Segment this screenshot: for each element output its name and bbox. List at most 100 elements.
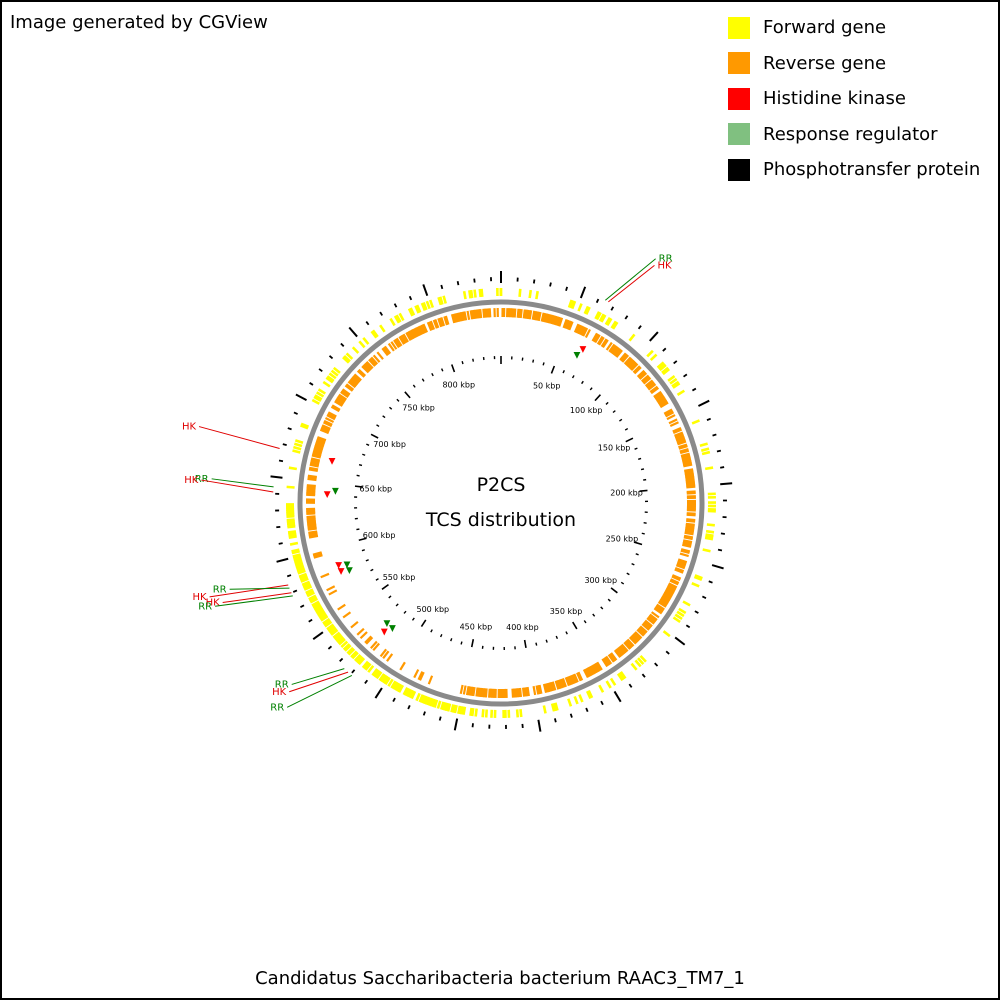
forward-gene-mark <box>327 624 336 632</box>
reverse-gene-mark <box>398 335 406 345</box>
forward-gene-mark <box>705 534 714 539</box>
outer-minor-tick <box>328 355 334 360</box>
reverse-gene-mark <box>686 490 696 494</box>
forward-gene-mark <box>287 525 296 529</box>
forward-gene-mark <box>450 704 455 713</box>
reverse-gene-mark <box>444 315 450 325</box>
outer-major-tick <box>374 687 383 699</box>
reverse-gene-mark <box>677 558 688 564</box>
reverse-gene-mark <box>657 601 667 608</box>
forward-gene-mark <box>672 382 681 389</box>
reverse-gene-mark <box>675 435 685 442</box>
reverse-gene-mark <box>560 678 566 688</box>
reverse-gene-mark <box>356 369 366 378</box>
reverse-gene-mark <box>630 363 639 372</box>
forward-gene-mark <box>311 398 320 405</box>
forward-gene-mark <box>344 644 352 652</box>
reverse-gene-mark <box>362 364 371 373</box>
reverse-gene-mark <box>573 673 579 683</box>
forward-gene-mark <box>342 643 351 651</box>
reverse-gene-mark <box>381 347 389 357</box>
reverse-gene-mark <box>467 686 472 696</box>
forward-gene-mark <box>371 329 379 338</box>
reverse-gene-mark <box>654 393 664 401</box>
forward-gene-mark <box>393 315 401 324</box>
reverse-gene-mark <box>636 628 645 637</box>
reverse-gene-mark <box>661 594 671 601</box>
reverse-gene-mark <box>666 586 676 593</box>
reverse-gene-mark <box>556 679 561 690</box>
kbp-minor-tick <box>403 610 407 614</box>
reverse-gene-mark <box>668 418 678 425</box>
reverse-gene-mark <box>659 401 669 409</box>
forward-gene-mark <box>305 589 315 596</box>
forward-gene-mark <box>676 389 686 396</box>
forward-gene-mark <box>293 556 302 562</box>
outer-minor-tick <box>720 466 725 469</box>
outer-minor-tick <box>408 295 413 301</box>
reverse-gene-mark <box>570 674 576 684</box>
kbp-minor-tick <box>562 370 565 374</box>
reverse-gene-mark <box>668 582 678 589</box>
reverse-gene-mark <box>667 583 677 590</box>
forward-gene-mark <box>628 333 636 342</box>
reverse-gene-mark <box>656 603 665 611</box>
reverse-gene-mark <box>463 311 468 321</box>
reverse-gene-mark <box>591 332 598 342</box>
reverse-gene-mark <box>307 524 317 528</box>
forward-gene-mark <box>287 530 297 534</box>
reverse-gene-mark <box>686 519 696 523</box>
forward-gene-mark <box>518 288 522 297</box>
reverse-gene-mark <box>544 683 549 693</box>
reverse-gene-mark <box>625 639 634 648</box>
tcs-callout-line <box>608 264 655 303</box>
forward-gene-mark <box>415 692 421 702</box>
reverse-gene-mark <box>655 604 665 612</box>
reverse-gene-mark <box>307 476 317 480</box>
forward-gene-mark <box>308 594 317 601</box>
kbp-tick-label: 600 kbp <box>363 531 396 540</box>
histidine-kinase-marker <box>337 568 345 575</box>
reverse-gene-mark <box>368 358 376 367</box>
forward-gene-mark <box>358 340 366 349</box>
tcs-callout-line <box>605 258 656 301</box>
reverse-gene-mark <box>548 314 553 324</box>
reverse-gene-mark <box>676 438 686 444</box>
reverse-gene-mark <box>657 397 667 405</box>
forward-gene-mark <box>298 572 307 578</box>
reverse-gene-mark <box>594 662 602 672</box>
forward-gene-mark <box>704 466 714 471</box>
reverse-gene-mark <box>555 316 561 326</box>
forward-gene-mark <box>468 290 472 299</box>
reverse-gene-mark <box>684 474 695 478</box>
reverse-gene-mark <box>568 321 574 331</box>
forward-gene-mark <box>429 698 436 707</box>
reverse-gene-mark <box>308 468 318 473</box>
kbp-minor-tick <box>592 613 596 617</box>
reverse-gene-mark <box>675 564 686 570</box>
forward-gene-mark <box>408 690 415 699</box>
outer-minor-tick <box>440 284 444 290</box>
generated-by-text: Image generated by CGView <box>10 12 268 33</box>
reverse-gene-mark <box>419 324 426 335</box>
forward-gene-mark <box>301 580 311 587</box>
reverse-gene-mark <box>680 549 690 555</box>
forward-gene-mark <box>322 380 331 388</box>
forward-gene-mark <box>393 682 400 691</box>
forward-gene-mark <box>309 597 319 604</box>
reverse-gene-mark <box>327 411 337 418</box>
outer-minor-tick <box>683 373 688 378</box>
reverse-gene-mark <box>641 623 650 631</box>
histidine-kinase-swatch <box>728 87 750 110</box>
forward-gene-mark <box>375 671 383 680</box>
forward-gene-mark <box>669 377 678 385</box>
outer-major-tick <box>698 399 710 407</box>
reverse-gene-mark <box>313 448 323 453</box>
kbp-tick-label: 100 kbp <box>570 406 603 415</box>
reverse-gene-mark <box>531 310 536 320</box>
reverse-gene-mark <box>679 552 689 558</box>
forward-gene-mark <box>351 651 359 660</box>
reverse-gene-mark <box>310 458 320 464</box>
outer-minor-tick <box>585 707 589 713</box>
kbp-minor-tick <box>612 410 616 414</box>
